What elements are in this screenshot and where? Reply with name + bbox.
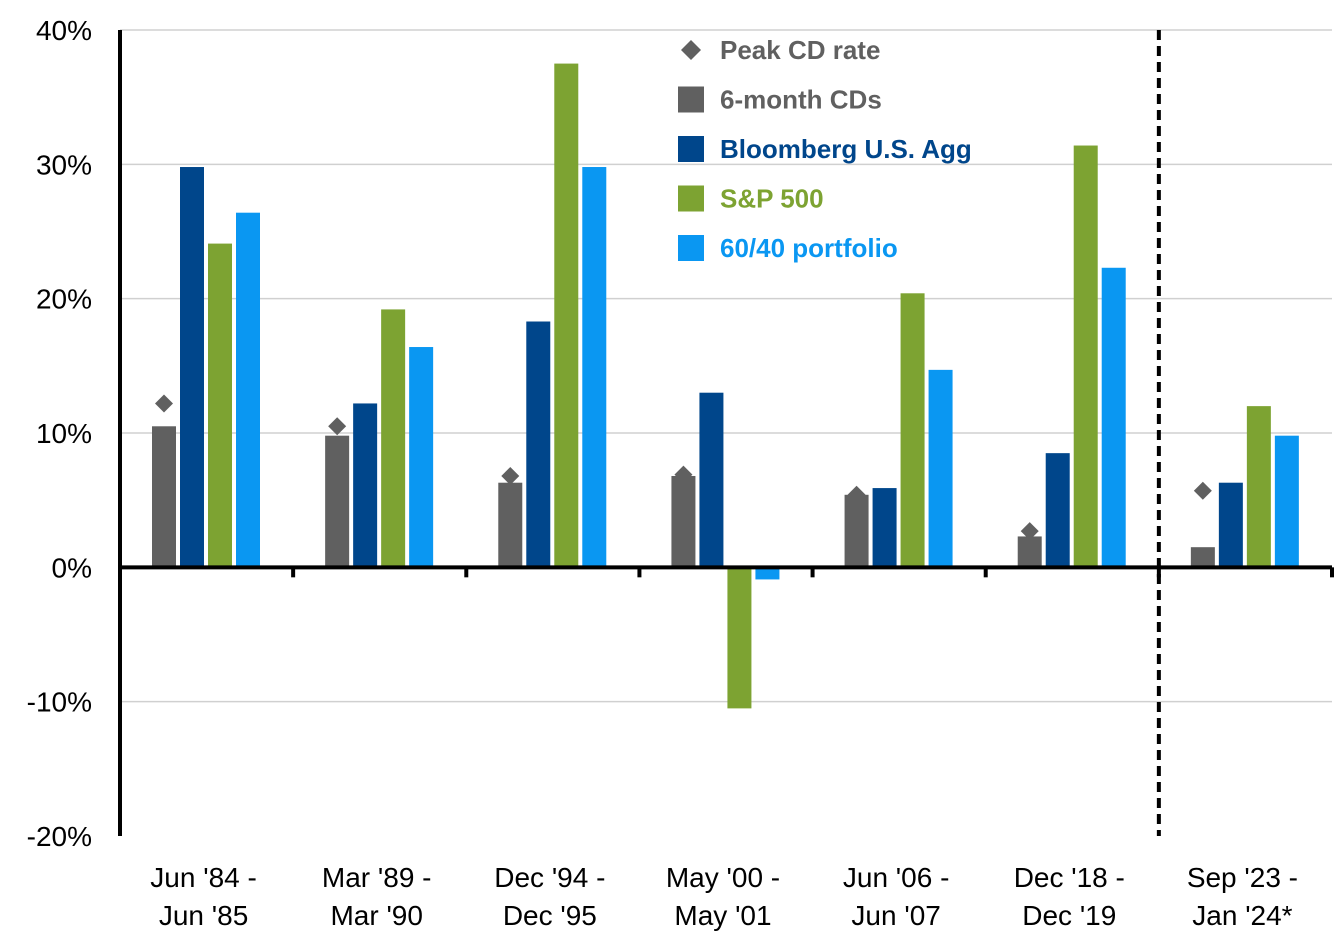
peak-cd-marker: [674, 465, 693, 484]
bar: [325, 435, 350, 568]
bar: [1246, 406, 1271, 568]
bar: [699, 392, 724, 568]
bar: [353, 403, 378, 568]
x-category-label: Jun '84 -: [150, 862, 257, 893]
x-category-label: Sep '23 -: [1187, 862, 1298, 893]
bar: [1190, 547, 1215, 568]
y-tick-label: 10%: [36, 418, 92, 449]
bar: [236, 212, 260, 568]
bar: [727, 567, 752, 709]
x-category-label: Dec '94 -: [494, 862, 605, 893]
peak-cd-marker: [1020, 522, 1039, 541]
legend-swatch-peak-cd-rate: [681, 40, 701, 60]
bar: [1045, 453, 1070, 568]
gridlines: [120, 29, 1332, 703]
peak-cd-marker: [501, 466, 520, 485]
bar: [152, 426, 176, 568]
peak-cd-marker: [155, 394, 173, 413]
x-category-label: Jun '07: [851, 900, 940, 931]
legend-swatch: [678, 235, 704, 261]
legend-label: Peak CD rate: [720, 35, 880, 65]
x-category-label: May '00 -: [666, 862, 780, 893]
peak-cd-markers: [155, 394, 1212, 541]
peak-cd-marker: [1193, 481, 1212, 500]
y-tick-label: 30%: [36, 149, 92, 180]
y-tick-label: 20%: [36, 284, 92, 315]
x-category-label: Jun '85: [159, 900, 248, 931]
bar: [872, 488, 897, 568]
bar: [582, 167, 607, 568]
legend-swatch: [678, 185, 704, 212]
y-tick-labels: 40% 30% 20% 10% 0% -10% -20%: [27, 15, 92, 852]
bar: [180, 167, 204, 568]
x-category-labels: Jun '84 - Jun '85 Mar '89 - Mar '90 Dec '94 …: [150, 862, 1298, 931]
x-category-label: Mar '90: [330, 900, 423, 931]
legend: Peak CD rate 6-month CDs Bloomberg U.S. Ag…: [678, 35, 972, 263]
legend-label: S&P 500: [720, 184, 824, 214]
bar: [498, 482, 523, 568]
peak-cd-marker: [847, 485, 866, 504]
bar: [409, 347, 434, 568]
bar: [844, 494, 869, 568]
peak-cd-marker: [328, 417, 347, 436]
x-category-label: May '01: [674, 900, 771, 931]
bars: [152, 63, 1299, 709]
bar: [1274, 435, 1299, 568]
x-category-label: Dec '19: [1022, 900, 1116, 931]
y-tick-label: 0%: [52, 552, 92, 583]
legend-swatch: [678, 136, 704, 162]
y-tick-label: 40%: [36, 15, 92, 46]
legend-swatch: [678, 86, 704, 113]
bar: [208, 243, 232, 568]
y-tick-label: -10%: [27, 687, 92, 718]
bar: [1101, 267, 1126, 568]
x-category-label: Dec '18 -: [1014, 862, 1125, 893]
bar: [1073, 145, 1098, 568]
bar: [671, 475, 696, 568]
y-tick-label: -20%: [27, 821, 92, 852]
bar: [554, 63, 579, 568]
x-category-label: Jun '06 -: [843, 862, 950, 893]
bar: [1017, 536, 1042, 568]
legend-label: Bloomberg U.S. Agg: [720, 134, 972, 164]
bar: [755, 567, 780, 580]
bar: [900, 293, 925, 568]
x-category-label: Mar '89 -: [322, 862, 432, 893]
legend-label: 60/40 portfolio: [720, 233, 898, 263]
bar: [928, 369, 953, 568]
x-category-label: Dec '95: [503, 900, 597, 931]
bar: [1218, 482, 1243, 568]
bar: [526, 321, 551, 568]
x-category-label: Jan '24*: [1192, 900, 1292, 931]
legend-label: 6-month CDs: [720, 85, 882, 115]
bar: [381, 309, 406, 568]
axes: [118, 30, 1334, 836]
